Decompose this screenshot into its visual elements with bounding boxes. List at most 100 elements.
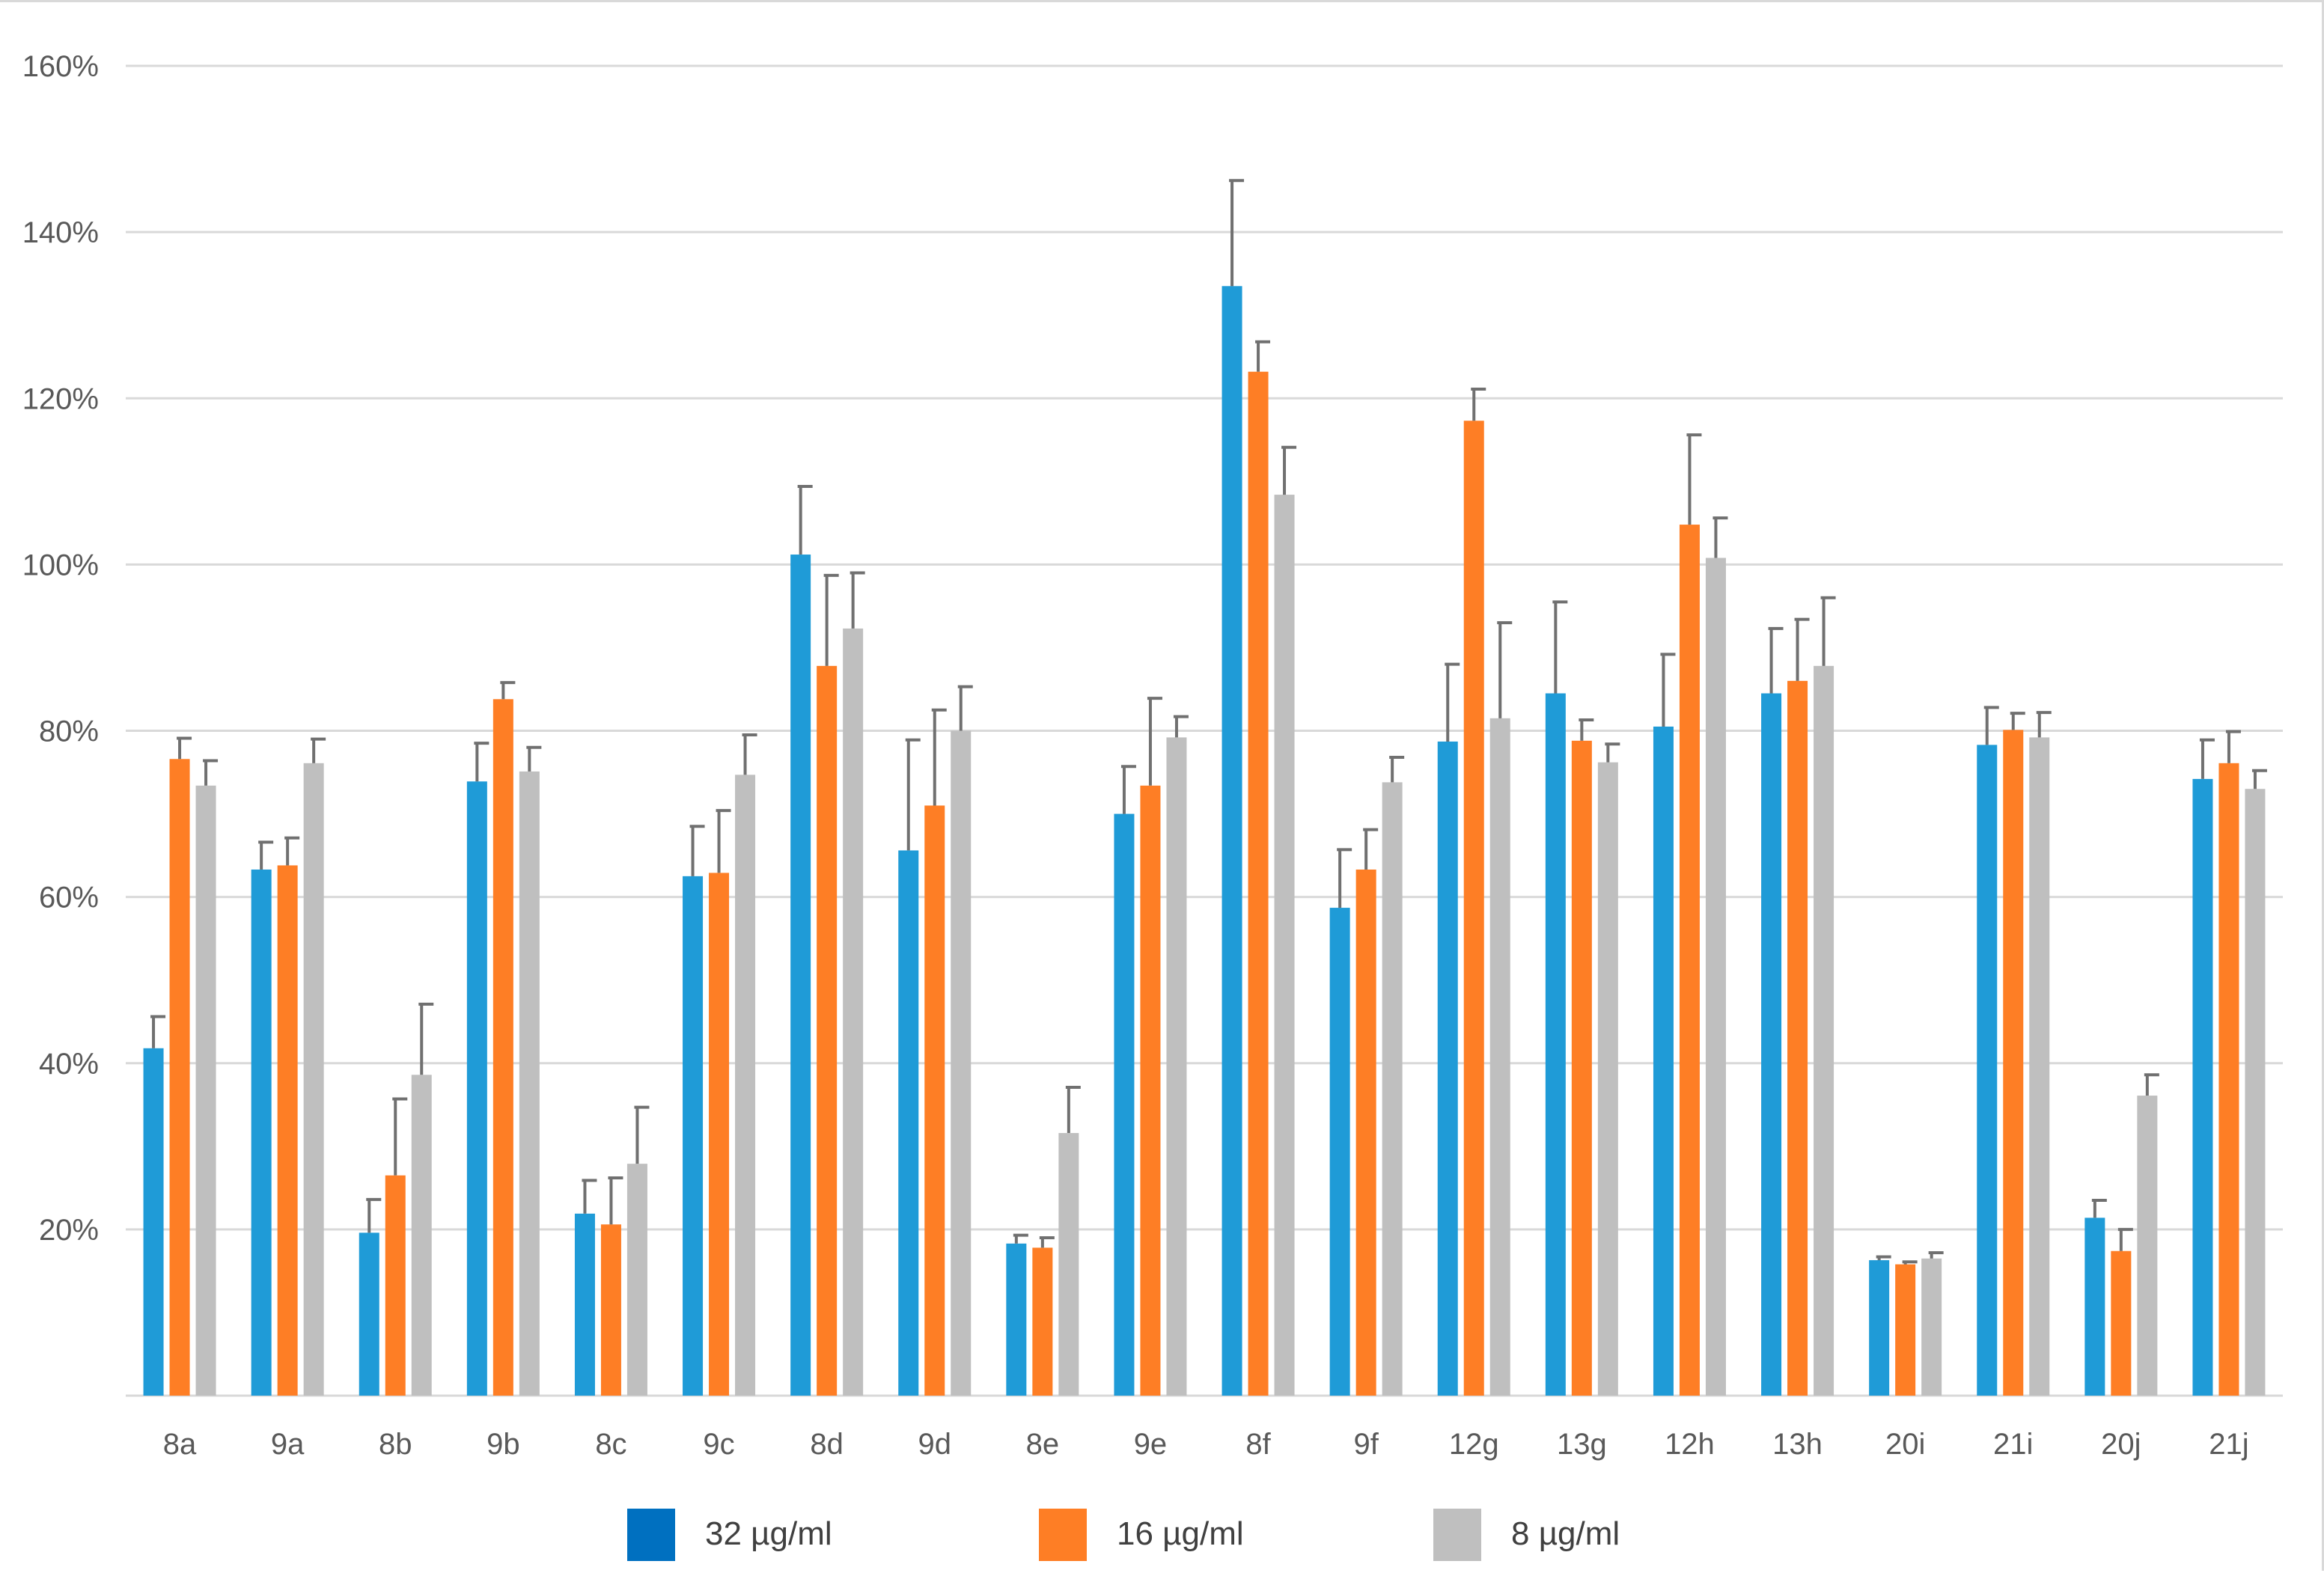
- x-tick-label: 12h: [1665, 1428, 1715, 1461]
- x-tick-label: 9b: [487, 1428, 520, 1461]
- bar-9f-series-3: [1382, 782, 1403, 1396]
- bar-12g-series-2: [1463, 421, 1484, 1396]
- x-axis-tick-labels: 8a 9a 8b 9b 8c 9c 8d 9d 8e 9e 8f 9f 12g 13g 12h 13h 20i 2…: [163, 1428, 2249, 1461]
- bar-13g-series-1: [1545, 693, 1566, 1396]
- legend-swatch-series-1: [627, 1509, 675, 1561]
- legend-swatch-series-3: [1433, 1509, 1481, 1561]
- x-tick-label: 8e: [1026, 1428, 1060, 1461]
- y-axis-tick-labels: 20% 40% 60% 80% 100% 120% 140% 160%: [22, 50, 99, 1247]
- y-tick-label: 40%: [39, 1048, 99, 1081]
- x-tick-label: 8f: [1245, 1428, 1271, 1461]
- bar-9a-series-3: [303, 763, 324, 1396]
- bar-20j-series-1: [2084, 1218, 2105, 1396]
- gridlines: [126, 64, 2283, 1397]
- bar-20i-series-2: [1895, 1264, 1916, 1396]
- x-tick-label: 13g: [1557, 1428, 1607, 1461]
- y-tick-label: 160%: [22, 50, 99, 83]
- bar-9b-series-1: [466, 781, 487, 1396]
- bar-21i-series-2: [2003, 730, 2024, 1396]
- x-tick-label: 21i: [1993, 1428, 2033, 1461]
- bar-9d-series-2: [924, 805, 945, 1396]
- bar-8d-series-3: [843, 628, 864, 1396]
- x-tick-label: 9a: [271, 1428, 305, 1461]
- bar-8a-series-3: [195, 785, 216, 1396]
- bar-21i-series-3: [2029, 737, 2050, 1396]
- x-tick-label: 12g: [1449, 1428, 1499, 1461]
- bar-20i-series-3: [1921, 1258, 1942, 1396]
- bar-8d-series-2: [817, 665, 838, 1396]
- bar-8d-series-1: [790, 555, 811, 1396]
- bar-9c-series-3: [735, 775, 756, 1396]
- bars: [143, 286, 2266, 1396]
- bar-21j-series-3: [2245, 789, 2266, 1396]
- bar-9a-series-2: [277, 865, 298, 1396]
- legend: 32 µg/ml 16 µg/ml 8 µg/ml: [627, 1509, 1620, 1561]
- bar-9c-series-2: [709, 873, 730, 1396]
- bar-9e-series-2: [1140, 785, 1161, 1396]
- y-tick-label: 20%: [39, 1214, 99, 1247]
- legend-label-series-3: 8 µg/ml: [1511, 1515, 1620, 1552]
- bar-9f-series-2: [1355, 869, 1376, 1396]
- x-tick-label: 20i: [1885, 1428, 1925, 1461]
- bar-8e-series-3: [1058, 1133, 1079, 1396]
- bar-13h-series-2: [1787, 680, 1808, 1396]
- bar-12g-series-3: [1489, 718, 1510, 1396]
- legend-label-series-1: 32 µg/ml: [705, 1515, 832, 1552]
- bar-8e-series-1: [1006, 1243, 1027, 1396]
- x-tick-label: 8d: [810, 1428, 844, 1461]
- x-tick-label: 9f: [1353, 1428, 1379, 1461]
- bar-8c-series-3: [626, 1164, 647, 1396]
- bar-13g-series-3: [1597, 762, 1618, 1396]
- bar-20j-series-3: [2137, 1096, 2158, 1396]
- y-tick-label: 80%: [39, 715, 99, 748]
- bar-9e-series-1: [1114, 813, 1135, 1396]
- legend-label-series-2: 16 µg/ml: [1117, 1515, 1244, 1552]
- bar-20j-series-2: [2111, 1250, 2132, 1396]
- x-tick-label: 21j: [2209, 1428, 2248, 1461]
- bar-8e-series-2: [1032, 1247, 1053, 1396]
- x-tick-label: 20j: [2101, 1428, 2141, 1461]
- bar-8a-series-2: [169, 759, 190, 1396]
- bar-12h-series-2: [1679, 525, 1700, 1396]
- x-tick-label: 8a: [163, 1428, 197, 1461]
- bar-21j-series-2: [2218, 763, 2239, 1396]
- bar-21i-series-1: [1977, 745, 1998, 1396]
- bar-8f-series-1: [1222, 286, 1242, 1396]
- bar-9e-series-3: [1166, 737, 1187, 1396]
- y-tick-label: 120%: [22, 382, 99, 415]
- x-tick-label: 9c: [703, 1428, 734, 1461]
- y-tick-label: 60%: [39, 882, 99, 914]
- legend-swatch-series-2: [1039, 1509, 1087, 1561]
- bar-20i-series-1: [1869, 1259, 1890, 1396]
- bar-13h-series-3: [1814, 665, 1835, 1396]
- bar-8a-series-1: [143, 1048, 164, 1396]
- bar-13g-series-2: [1571, 740, 1592, 1396]
- x-tick-label: 9e: [1134, 1428, 1168, 1461]
- bar-9a-series-1: [251, 869, 272, 1396]
- bar-8f-series-3: [1274, 495, 1295, 1396]
- bar-12g-series-1: [1437, 741, 1458, 1396]
- bar-12h-series-1: [1653, 726, 1674, 1396]
- bar-21j-series-1: [2192, 778, 2213, 1396]
- bar-8b-series-3: [411, 1075, 432, 1396]
- x-tick-label: 9d: [918, 1428, 952, 1461]
- x-tick-label: 8c: [595, 1428, 626, 1461]
- y-tick-label: 100%: [22, 549, 99, 581]
- bar-8c-series-1: [574, 1213, 595, 1396]
- bar-8f-series-2: [1248, 371, 1269, 1396]
- bar-9c-series-1: [683, 876, 704, 1396]
- y-tick-label: 140%: [22, 216, 99, 249]
- bar-8c-series-2: [600, 1224, 621, 1396]
- error-bars: [150, 179, 2267, 1265]
- bar-13h-series-1: [1761, 693, 1782, 1396]
- bar-9b-series-2: [492, 699, 513, 1396]
- bar-8b-series-2: [385, 1175, 406, 1396]
- x-tick-label: 8b: [379, 1428, 412, 1461]
- bar-9f-series-1: [1329, 908, 1350, 1396]
- bar-12h-series-3: [1705, 558, 1726, 1396]
- bar-9d-series-1: [898, 850, 919, 1396]
- bar-8b-series-1: [359, 1233, 379, 1396]
- bar-9b-series-3: [519, 771, 540, 1396]
